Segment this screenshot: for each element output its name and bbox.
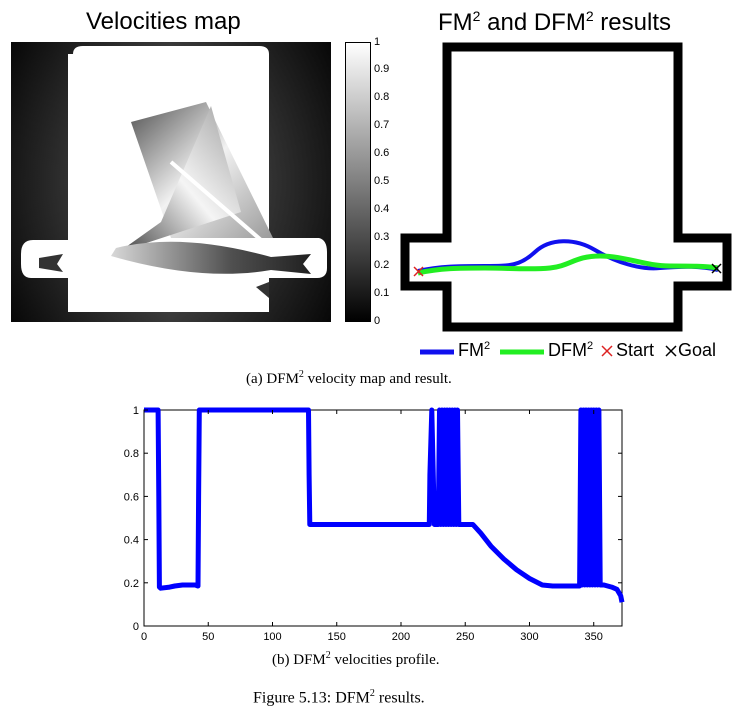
legend-fm2-swatch [420,349,454,355]
x-tick-label: 150 [328,631,346,643]
velocities-map-title: Velocities map [86,8,241,35]
colorbar-tick-label: 0.3 [374,230,390,243]
colorbar-tick-label: 0.1 [374,286,390,299]
colorbar-tick-label: 0.8 [374,91,390,104]
start-marker [413,266,424,277]
goal-marker [711,263,722,274]
colorbar [345,42,371,322]
legend: FM2 DFM2 Start Goal [420,340,732,366]
dfm2-path [417,253,719,276]
series-line [144,407,625,603]
x-tick-label: 200 [392,631,410,643]
velocity-profile-chart: 0 50 100 150 200 250 300 350 0 0.2 0.4 0.6 0.8 1 [124,405,625,643]
caption-a: (a) DFM2 velocity map and result. [246,369,452,387]
y-tick-label: 1 [133,405,139,417]
plot-area [143,409,623,627]
y-tick-label: 0.4 [124,535,139,547]
legend-dfm2-label: DFM2 [548,340,594,360]
legend-goal-marker [665,345,677,357]
colorbar-tick-label: 0.9 [374,63,390,76]
x-tick-label: 0 [141,631,147,643]
y-tick-label: 0.8 [124,448,139,460]
results-title: FM2 and DFM2 results [438,8,671,36]
y-tick-label: 0.6 [124,491,139,503]
colorbar-tick-label: 0.5 [374,175,390,187]
colorbar-tick-label: 0.2 [374,258,390,271]
legend-start-marker [601,345,613,357]
x-tick-label: 50 [202,631,214,643]
x-tick-label: 300 [520,631,538,643]
colorbar-tick-label: 0.4 [374,202,390,215]
colorbar-tick-label: 1 [374,35,381,48]
colorbar-tick-label: 0.6 [374,147,390,160]
y-tick-label: 0 [133,621,139,633]
colorbar-tick-label: 0.7 [374,119,390,132]
legend-fm2-label: FM2 [458,340,491,360]
x-tick-label: 100 [263,631,281,643]
legend-dfm2-swatch [500,349,544,355]
caption-b: (b) DFM2 velocities profile. [272,650,440,668]
y-tick-label: 0.2 [124,578,139,590]
legend-goal-label: Goal [678,340,717,360]
velocities-map-image [11,42,331,322]
x-tick-label: 250 [456,631,474,643]
results-map [400,42,732,332]
legend-start-label: Start [616,340,655,360]
x-tick-label: 350 [585,631,603,643]
figure-caption: Figure 5.13: DFM2 results. [253,688,425,707]
colorbar-tick-label: 0 [374,314,381,327]
